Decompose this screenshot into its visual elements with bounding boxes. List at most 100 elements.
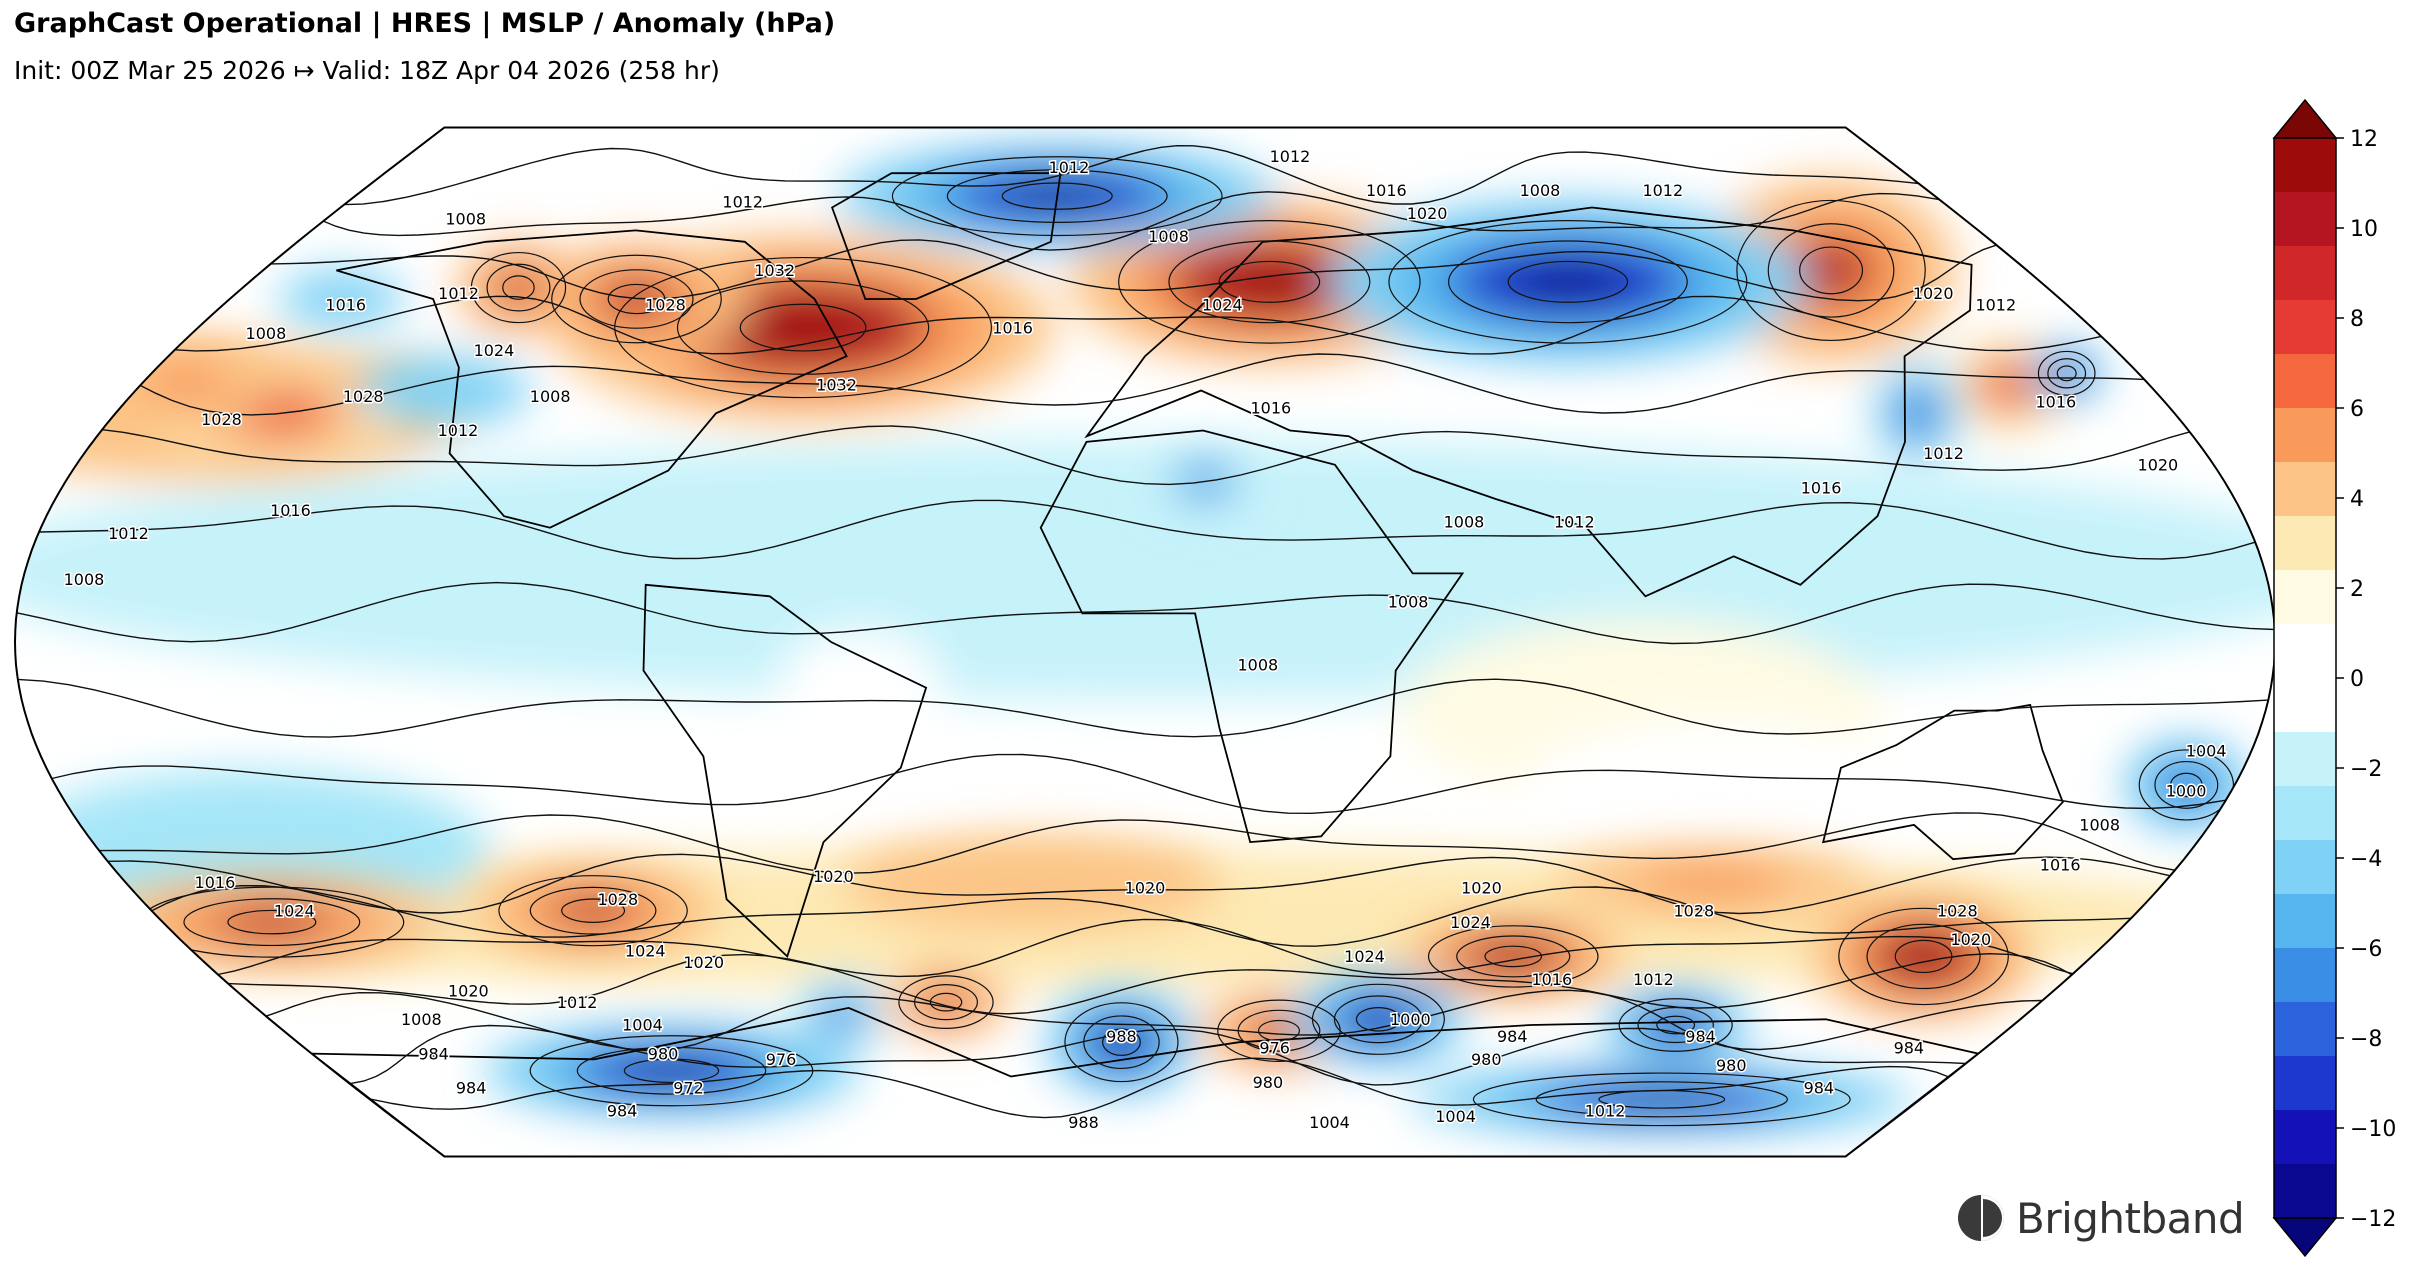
atlantic-white-area <box>780 630 940 730</box>
isobar-closed-contour <box>529 1035 814 1107</box>
colorbar-segment <box>2274 624 2336 679</box>
anomaly-blob <box>1484 946 1542 967</box>
isobar-label: 1020 <box>1913 284 1954 303</box>
isobar-closed-contour <box>1218 260 1321 303</box>
isobar-line <box>174 295 2102 355</box>
coastline-africa <box>1039 429 1465 844</box>
anomaly-blob <box>1789 239 1873 302</box>
isobar-label: 1016 <box>325 295 366 314</box>
anomaly-blob <box>624 1059 719 1083</box>
isobar-label: 1028 <box>645 295 686 314</box>
isobar-label: 1028 <box>1937 901 1978 920</box>
isobar-closed-contour <box>1448 240 1688 324</box>
brand-name: Brightband <box>2016 1193 2245 1243</box>
isobar-line <box>38 499 2256 560</box>
colorbar-segment <box>2274 462 2336 517</box>
isobar-label: 1016 <box>1531 970 1572 989</box>
isobar-label: 1020 <box>1461 879 1502 898</box>
isobar-closed-contour <box>498 875 688 947</box>
isobar-closed-contour <box>2170 772 2203 798</box>
isobar-closed-contour <box>607 283 666 315</box>
tropical-negative-band <box>15 440 2275 700</box>
isobar-closed-contour <box>576 1046 767 1095</box>
isobar-line <box>99 812 2176 874</box>
isobar-labels: 1012101210121016102010121008101610121008… <box>62 145 2228 1133</box>
isobar-closed-contour <box>1472 1072 1851 1127</box>
isobar-label: 1008 <box>1444 513 1485 532</box>
indian-ocean-white-area <box>1520 720 1920 860</box>
isobar-label: 1024 <box>274 901 315 920</box>
anomaly-blob <box>1900 393 1934 433</box>
isobar-label: 1016 <box>992 318 1033 337</box>
colorbar-tick-label: −6 <box>2350 937 2382 962</box>
colorbar-tick-label: 10 <box>2350 217 2378 242</box>
isobar-closed-contour <box>2154 760 2219 809</box>
isobar-closed-contour <box>1598 1089 1726 1109</box>
isobar-label: 1024 <box>625 941 666 960</box>
isobar-label: 1008 <box>401 1010 442 1029</box>
colorbar-tick-label: 0 <box>2350 667 2364 692</box>
isobar-closed-contour <box>502 275 535 300</box>
anomaly-blob <box>1219 261 1320 303</box>
isobar-label: 1024 <box>1344 947 1385 966</box>
anomaly-blob <box>1598 1090 1725 1109</box>
colorbar-tick-label: 6 <box>2350 397 2364 422</box>
isobar-label: 984 <box>1497 1027 1528 1046</box>
isobar-closed-contour <box>676 280 930 375</box>
anomaly-blobs <box>96 143 2250 1135</box>
isobar-label: 1028 <box>597 890 638 909</box>
isobar-label: 1008 <box>1520 181 1561 200</box>
isobar-closed-contour <box>1083 1015 1160 1070</box>
isobar-label: 980 <box>1471 1050 1502 1069</box>
isobar-closed-contour <box>1799 246 1864 295</box>
isobar-label: 1012 <box>1049 158 1090 177</box>
isobar-closed-contour <box>1484 945 1543 968</box>
coastline-greenland <box>830 172 1062 300</box>
isobar-closed-contour <box>1894 939 1953 974</box>
isobar-closed-contour <box>1427 925 1599 988</box>
anomaly-blob <box>278 269 405 329</box>
isobar-label: 1016 <box>195 873 236 892</box>
isobar-label: 1016 <box>2040 856 2081 875</box>
colorbar-segment <box>2274 300 2336 355</box>
isobar-label: 980 <box>1253 1073 1284 1092</box>
anomaly-blob <box>824 1001 858 1026</box>
isobar-line <box>270 239 1997 302</box>
isobar-label: 1008 <box>530 387 571 406</box>
isobar-label: 1012 <box>557 993 598 1012</box>
isobar-label: 984 <box>418 1044 449 1063</box>
isobar-label: 1000 <box>2166 781 2207 800</box>
isobar-label: 1016 <box>1801 478 1842 497</box>
isobar-line <box>344 144 1919 206</box>
colorbar-segment <box>2274 570 2336 625</box>
isobar-closed-contour <box>1102 1028 1141 1056</box>
isobar-closed-contour <box>1637 1006 1714 1044</box>
isobar-label: 1028 <box>1673 901 1714 920</box>
isobar-label: 988 <box>1068 1113 1099 1132</box>
isobar-label: 1020 <box>1950 930 1991 949</box>
brightband-logo: Brightband <box>1956 1186 2245 1250</box>
isobar-closed-contour <box>470 251 567 324</box>
isobar-label: 1020 <box>448 981 489 1000</box>
colorbar-segment <box>2274 894 2336 949</box>
isobar-label: 1016 <box>1366 181 1407 200</box>
isobar-closed-contour <box>2047 358 2087 389</box>
isobar-label: 1004 <box>622 1016 663 1035</box>
isobar-closed-contour <box>2138 749 2235 821</box>
isobar-label: 1008 <box>1237 656 1278 675</box>
isobar-line <box>151 884 2132 947</box>
isobar-label: 1032 <box>754 261 795 280</box>
isobar-label: 984 <box>456 1079 487 1098</box>
coastline-south-america <box>642 583 928 959</box>
isobar-closed-contour <box>1168 240 1371 324</box>
isobar-label: 984 <box>1804 1079 1835 1098</box>
isobar-closed-contour <box>579 269 694 329</box>
isobar-label: 1004 <box>2186 741 2227 760</box>
colorbar-tick-label: −8 <box>2350 1027 2382 1052</box>
isobar-line <box>228 952 2073 1015</box>
isobar-closed-contour <box>1258 1019 1301 1042</box>
isobar-label: 1012 <box>722 193 763 212</box>
isobar-line <box>17 678 2269 738</box>
colorbar-segment <box>2274 1056 2336 1111</box>
colorbar: 12 10 8 6 4 2 0 −2 −4 −6 −8 −10 −12 <box>2270 98 2413 1258</box>
